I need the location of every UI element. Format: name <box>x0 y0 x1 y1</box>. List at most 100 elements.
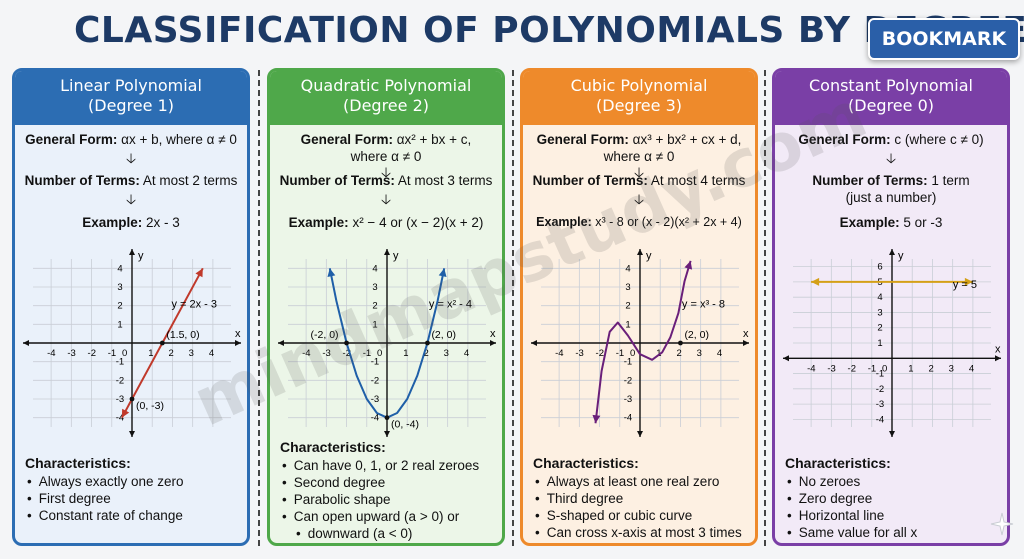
x-tick-label: -4 <box>302 348 310 359</box>
series-arrowhead <box>121 408 130 418</box>
x-tick-label: -3 <box>322 348 330 359</box>
x-tick-label: 0 <box>630 348 635 359</box>
example-label: Example: <box>288 215 349 230</box>
y-tick-label: 2 <box>877 323 882 334</box>
data-point <box>384 415 390 421</box>
x-tick-label: 3 <box>949 363 954 374</box>
x-tick-label: -1 <box>108 348 116 359</box>
card-header: Quadratic Polynomial (Degree 2) <box>270 71 502 125</box>
point-label: (0, -3) <box>136 400 164 412</box>
x-tick-label: 4 <box>969 363 974 374</box>
y-axis-arrow <box>889 431 895 437</box>
point-label: (1.5, 0) <box>166 329 199 341</box>
y-axis-arrow <box>129 249 135 255</box>
x-tick-label: 1 <box>148 348 153 359</box>
x-tick-label: -4 <box>555 348 563 359</box>
cubic-card: Cubic Polynomial (Degree 3) General Form… <box>520 68 758 546</box>
data-point <box>344 340 349 346</box>
x-tick-label: 0 <box>377 348 382 359</box>
down-arrow-icon: 🡣 <box>380 191 392 207</box>
down-arrow-icon: 🡣 <box>125 191 137 207</box>
y-axis-arrow <box>384 431 390 437</box>
down-arrow-icon: 🡣 <box>885 150 897 166</box>
list-item: Can have 0, 1, or 2 real zeroes <box>282 457 479 474</box>
characteristics-list: Always exactly one zero First degree Con… <box>27 473 184 524</box>
x-tick-label: -2 <box>88 348 96 359</box>
x-tick-label: -4 <box>47 348 55 359</box>
y-tick-label: -4 <box>116 413 124 424</box>
number-of-terms: Number of Terms: At most 2 terms <box>15 172 247 189</box>
x-tick-label: 2 <box>423 348 428 359</box>
x-tick-label: -2 <box>596 348 604 359</box>
example: Example: x² − 4 or (x − 2)(x + 2) <box>270 214 502 231</box>
example: Example: 2x - 3 <box>15 214 247 231</box>
x-tick-label: 0 <box>122 348 127 359</box>
function-label: y = x² - 4 <box>429 299 472 311</box>
list-item: Zero degree <box>787 490 917 507</box>
general-form: General Form: αx² + bx + c, <box>270 131 502 148</box>
x-axis-label: x <box>490 328 496 340</box>
x-tick-label: 1 <box>656 348 661 359</box>
y-tick-label: 3 <box>372 282 377 293</box>
x-tick-label: 3 <box>189 348 194 359</box>
y-axis-label: y <box>393 250 399 262</box>
x-axis-arrow <box>783 355 789 362</box>
series-arrowhead <box>195 268 203 278</box>
y-axis-arrow <box>129 431 135 437</box>
general-form-label: General Form: <box>798 132 891 147</box>
x-tick-label: -1 <box>616 348 624 359</box>
x-tick-label: 4 <box>717 348 722 359</box>
x-tick-label: -2 <box>848 363 856 374</box>
list-item: Second degree <box>282 474 479 491</box>
list-item: Can cross x-axis at most 3 times <box>535 524 742 541</box>
y-tick-label: -1 <box>624 357 632 368</box>
point-label: (0, -4) <box>391 419 419 431</box>
x-tick-label: -4 <box>807 363 815 374</box>
y-tick-label: 3 <box>625 282 630 293</box>
example: Example: x³ - 8 or (x - 2)(x² + 2x + 4) <box>523 214 755 231</box>
card-header: Linear Polynomial (Degree 1) <box>15 71 247 125</box>
y-tick-label: 2 <box>372 301 377 312</box>
y-tick-label: -3 <box>371 394 379 405</box>
x-tick-label: 1 <box>403 348 408 359</box>
general-form-value: αx³ + bx² + cx + d, <box>632 132 742 147</box>
general-form-label: General Form: <box>300 132 393 147</box>
general-form-value: αx² + bx + c, <box>396 132 472 147</box>
y-tick-label: 1 <box>625 319 630 330</box>
card-degree: (Degree 3) <box>596 96 682 115</box>
series-arrowhead <box>327 268 336 277</box>
list-item: Third degree <box>535 490 742 507</box>
y-tick-label: -1 <box>876 369 884 380</box>
x-tick-label: 4 <box>464 348 469 359</box>
list-item: First degree <box>27 490 184 507</box>
x-tick-label: -3 <box>67 348 75 359</box>
function-label: y = 2x - 3 <box>171 299 217 311</box>
bookmark-button[interactable]: BOOKMARK <box>868 18 1020 60</box>
y-tick-label: -3 <box>624 394 632 405</box>
x-axis-arrow <box>743 340 749 346</box>
y-tick-label: 1 <box>372 319 377 330</box>
data-point <box>678 340 683 346</box>
general-form: General Form: αx³ + bx² + cx + d, <box>523 131 755 148</box>
list-item: downward (a < 0) <box>282 525 479 542</box>
down-arrow-icon: 🡣 <box>380 164 392 180</box>
down-arrow-icon: 🡣 <box>633 164 645 180</box>
y-tick-label: -2 <box>371 375 379 386</box>
data-point <box>425 340 430 346</box>
x-tick-label: 2 <box>168 348 173 359</box>
x-axis-label: x <box>743 328 749 340</box>
general-form-value: αx + b, where α ≠ 0 <box>121 132 237 147</box>
x-tick-label: 2 <box>676 348 681 359</box>
series-arrowhead <box>964 277 973 286</box>
list-item: Can open upward (a > 0) or <box>282 508 479 525</box>
down-arrow-icon: 🡣 <box>125 150 137 166</box>
example-label: Example: <box>82 215 143 230</box>
list-item: No zeroes <box>787 473 917 490</box>
x-tick-label: 3 <box>697 348 702 359</box>
x-tick-label: -1 <box>363 348 371 359</box>
x-axis-arrow <box>490 340 496 346</box>
terms-value: At most 2 terms <box>142 173 238 188</box>
